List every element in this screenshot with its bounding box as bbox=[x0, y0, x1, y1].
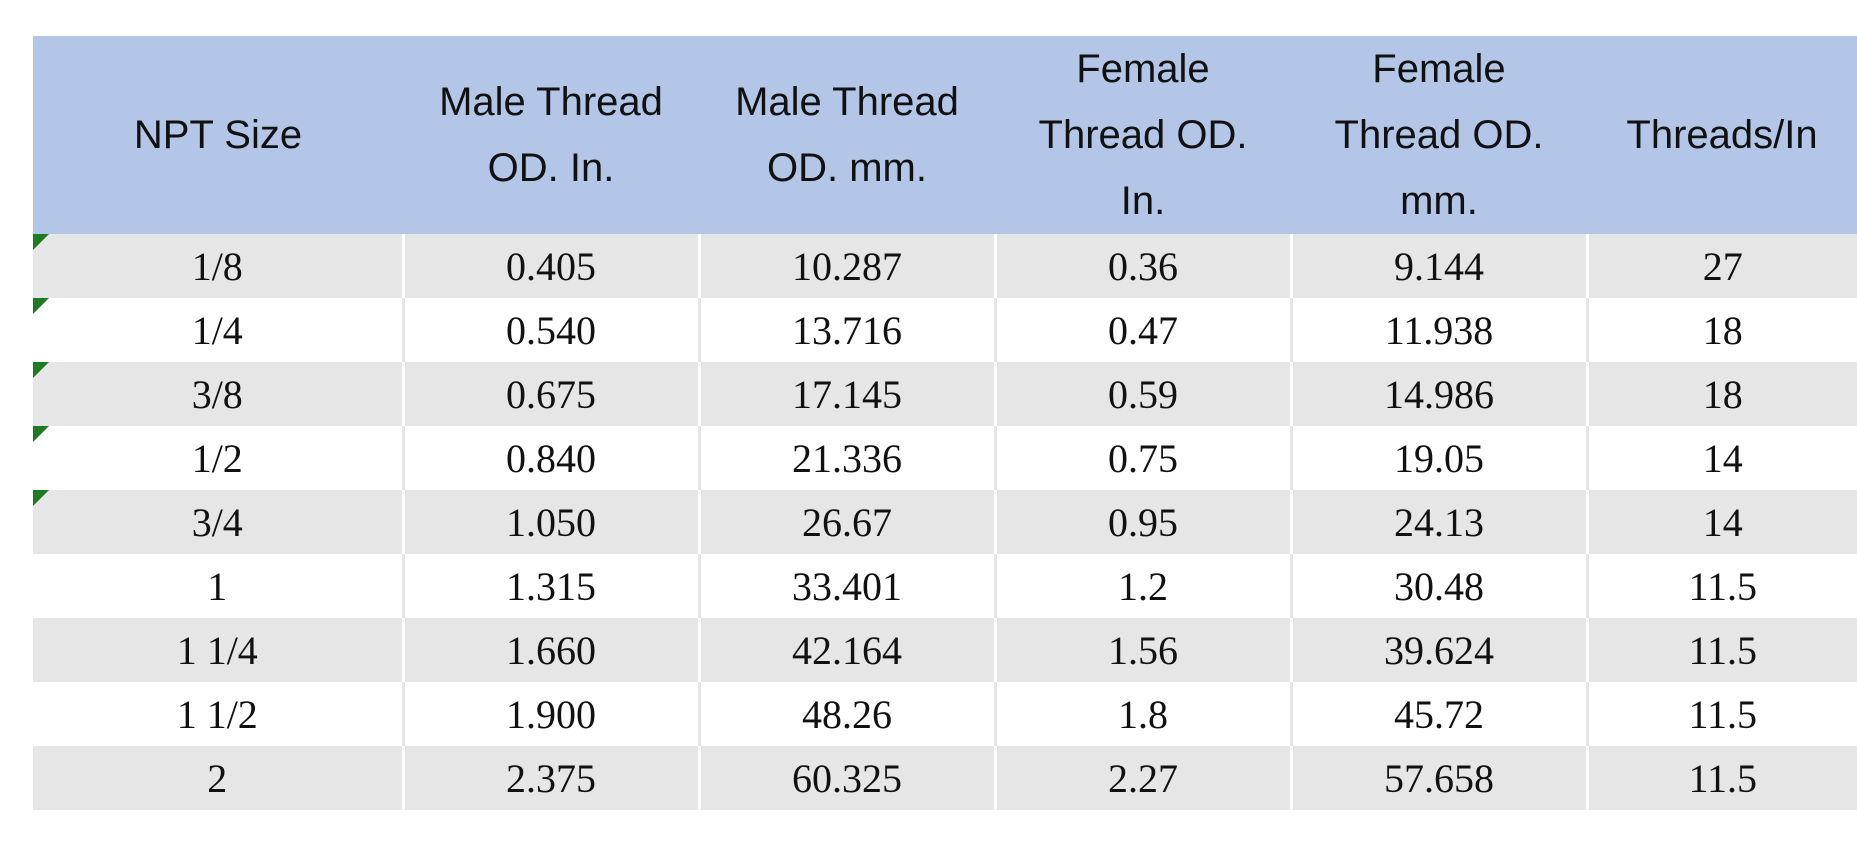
table-row: 1/4 0.540 13.716 0.47 11.938 18 bbox=[33, 298, 1857, 362]
table-cell: 11.5 bbox=[1585, 682, 1857, 746]
table-cell: 14.986 bbox=[1289, 362, 1587, 426]
table-cell: 39.624 bbox=[1289, 618, 1587, 682]
table-cell: 1 1/4 bbox=[33, 618, 403, 682]
header-cell: Female Thread OD. In. bbox=[995, 36, 1291, 234]
header-text: Female bbox=[1076, 47, 1210, 91]
text-number-flag bbox=[33, 234, 49, 250]
table-cell: 17.145 bbox=[697, 362, 995, 426]
header-text: Threads/In bbox=[1626, 113, 1818, 157]
header-text: OD. In. bbox=[487, 146, 615, 190]
table-cell: 1 1/2 bbox=[33, 682, 403, 746]
table-cell: 42.164 bbox=[697, 618, 995, 682]
npt-table: NPT Size Male Thread OD. In. Male Thread OD.… bbox=[33, 36, 1857, 810]
header-cell: NPT Size bbox=[33, 36, 403, 234]
table-cell: 0.95 bbox=[993, 490, 1291, 554]
table-cell: 13.716 bbox=[697, 298, 995, 362]
table-cell: 1.56 bbox=[993, 618, 1291, 682]
header-text: Male Thread bbox=[439, 80, 663, 124]
table-cell: 0.75 bbox=[993, 426, 1291, 490]
table-cell: 48.26 bbox=[697, 682, 995, 746]
table-cell: 0.405 bbox=[401, 234, 699, 298]
table-cell: 0.47 bbox=[993, 298, 1291, 362]
table-cell: 0.675 bbox=[401, 362, 699, 426]
table-cell: 26.67 bbox=[697, 490, 995, 554]
header-text: In. bbox=[1120, 179, 1166, 223]
text-number-flag bbox=[33, 362, 49, 378]
text-number-flag bbox=[33, 426, 49, 442]
text-number-flag bbox=[33, 490, 49, 506]
table-cell: 2.375 bbox=[401, 746, 699, 810]
table-cell: 1/8 bbox=[33, 234, 403, 298]
table-cell: 10.287 bbox=[697, 234, 995, 298]
header-text: NPT Size bbox=[133, 113, 303, 157]
table-row: 1 1/4 1.660 42.164 1.56 39.624 11.5 bbox=[33, 618, 1857, 682]
table-cell: 18 bbox=[1585, 298, 1857, 362]
header-text: Thread OD. bbox=[1038, 113, 1248, 157]
header-cell: Male Thread OD. In. bbox=[403, 36, 699, 234]
table-cell: 1.8 bbox=[993, 682, 1291, 746]
table-cell: 11.5 bbox=[1585, 746, 1857, 810]
table-cell: 11.5 bbox=[1585, 554, 1857, 618]
table-row: 3/4 1.050 26.67 0.95 24.13 14 bbox=[33, 490, 1857, 554]
table-cell: 1.900 bbox=[401, 682, 699, 746]
table-cell: 57.658 bbox=[1289, 746, 1587, 810]
table-row: 1/2 0.840 21.336 0.75 19.05 14 bbox=[33, 426, 1857, 490]
table-cell: 1.315 bbox=[401, 554, 699, 618]
table-row: 1 1.315 33.401 1.2 30.48 11.5 bbox=[33, 554, 1857, 618]
table-cell: 0.36 bbox=[993, 234, 1291, 298]
table-cell: 33.401 bbox=[697, 554, 995, 618]
table-cell: 11.5 bbox=[1585, 618, 1857, 682]
table-cell: 11.938 bbox=[1289, 298, 1587, 362]
table-cell: 2.27 bbox=[993, 746, 1291, 810]
header-cell: Threads/In bbox=[1587, 36, 1857, 234]
table-cell: 45.72 bbox=[1289, 682, 1587, 746]
table-cell: 2 bbox=[33, 746, 403, 810]
header-cell: Male Thread OD. mm. bbox=[699, 36, 995, 234]
table-cell: 1/2 bbox=[33, 426, 403, 490]
table-cell: 21.336 bbox=[697, 426, 995, 490]
table-cell: 1.2 bbox=[993, 554, 1291, 618]
header-cell: Female Thread OD. mm. bbox=[1291, 36, 1587, 234]
table-cell: 1.660 bbox=[401, 618, 699, 682]
table-row: 1/8 0.405 10.287 0.36 9.144 27 bbox=[33, 234, 1857, 298]
header-text: Thread OD. bbox=[1334, 113, 1544, 157]
table-cell: 0.840 bbox=[401, 426, 699, 490]
header-text: mm. bbox=[1400, 179, 1478, 223]
table-row: 3/8 0.675 17.145 0.59 14.986 18 bbox=[33, 362, 1857, 426]
table-cell: 3/4 bbox=[33, 490, 403, 554]
header-text: OD. mm. bbox=[767, 146, 927, 190]
table-cell: 1.050 bbox=[401, 490, 699, 554]
table-cell: 0.540 bbox=[401, 298, 699, 362]
table-cell: 18 bbox=[1585, 362, 1857, 426]
header-text: Male Thread bbox=[735, 80, 959, 124]
table-body: 1/8 0.405 10.287 0.36 9.144 27 1/4 0.540 13.716 0… bbox=[33, 234, 1857, 810]
header-text: Female bbox=[1372, 47, 1506, 91]
table-cell: 1/4 bbox=[33, 298, 403, 362]
table-cell: 14 bbox=[1585, 490, 1857, 554]
table-cell: 3/8 bbox=[33, 362, 403, 426]
table-cell: 0.59 bbox=[993, 362, 1291, 426]
table-cell: 19.05 bbox=[1289, 426, 1587, 490]
table-cell: 27 bbox=[1585, 234, 1857, 298]
text-number-flag bbox=[33, 298, 49, 314]
table-cell: 1 bbox=[33, 554, 403, 618]
table-cell: 9.144 bbox=[1289, 234, 1587, 298]
table-cell: 14 bbox=[1585, 426, 1857, 490]
table-cell: 24.13 bbox=[1289, 490, 1587, 554]
table-cell: 30.48 bbox=[1289, 554, 1587, 618]
table-cell: 60.325 bbox=[697, 746, 995, 810]
table-row: 1 1/2 1.900 48.26 1.8 45.72 11.5 bbox=[33, 682, 1857, 746]
header-row: NPT Size Male Thread OD. In. Male Thread OD.… bbox=[33, 36, 1857, 234]
table-row: 2 2.375 60.325 2.27 57.658 11.5 bbox=[33, 746, 1857, 810]
